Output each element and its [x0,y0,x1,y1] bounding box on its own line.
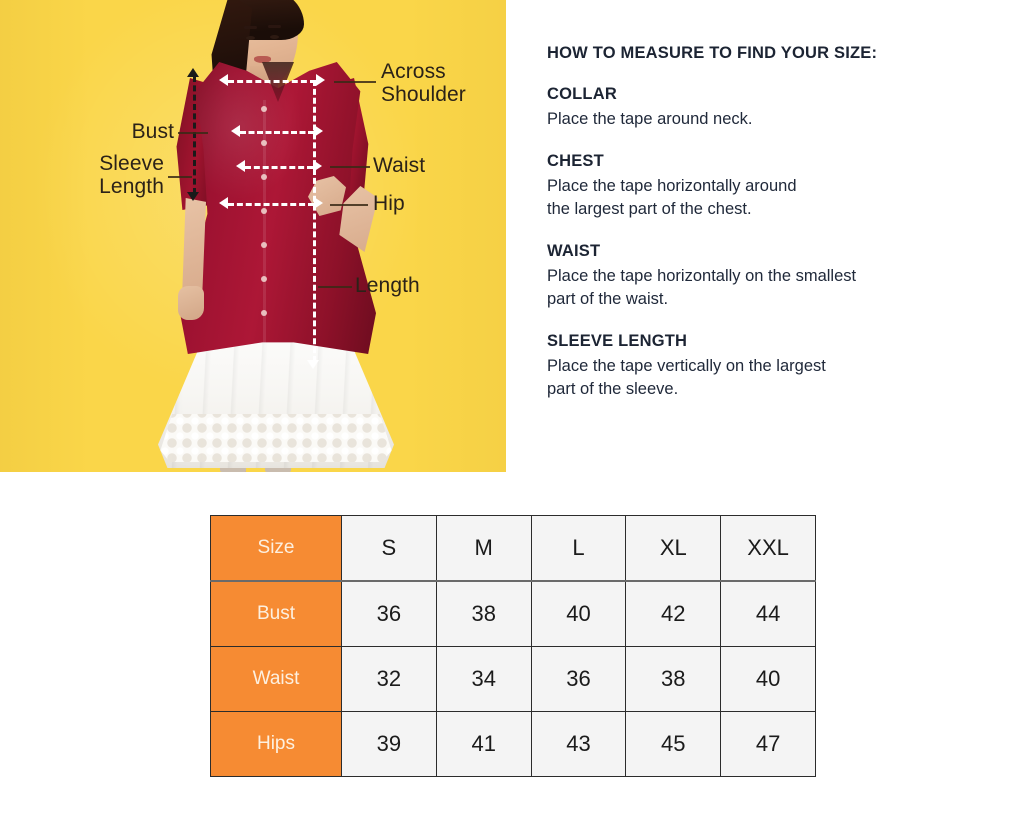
table-row: Bust 36 38 40 42 44 [210,580,816,647]
waist-guide-line [245,166,313,169]
table-header-l: L [530,515,627,582]
length-guide-line [313,80,316,362]
measurement-label-length: Length [355,274,420,297]
cell-bust-m: 38 [435,580,532,647]
table-header-xl: XL [625,515,722,582]
across-shoulder-arrow-left [219,74,228,86]
cell-hips-l: 43 [530,711,627,777]
measurement-label-waist: Waist [373,154,426,177]
button-dot [261,242,267,248]
across-shoulder-leader [334,81,376,83]
waist-arrow-right [313,160,322,172]
howto-block-collar: COLLAR Place the tape around neck. [547,85,997,131]
table-header-row: Size S M L XL XXL [210,515,816,582]
howto-block-waist: WAIST Place the tape horizontally on the… [547,242,997,311]
cell-waist-xxl: 40 [720,646,816,712]
row-label-bust: Bust [210,580,342,647]
sleeve-length-arrow-up [187,68,199,77]
cell-waist-l: 36 [530,646,627,712]
cell-bust-xxl: 44 [720,580,816,647]
cell-bust-l: 40 [530,580,627,647]
model-figure [150,0,400,472]
sleeve-length-arrow-down [187,192,199,201]
waist-leader [330,166,370,168]
table-header-xxl: XXL [720,515,816,582]
bust-arrow-left [231,125,240,137]
button-dot [261,174,267,180]
howto-desc-collar: Place the tape around neck. [547,110,753,128]
howto-block-chest: CHEST Place the tape horizontally around… [547,152,997,221]
howto-desc-chest: Place the tape horizontally around the l… [547,177,797,218]
button-dot [261,208,267,214]
howto-term-collar: COLLAR [547,85,617,103]
row-label-waist: Waist [210,646,342,712]
table-header-m: M [435,515,532,582]
cell-hips-m: 41 [435,711,532,777]
table-row: Hips 39 41 43 45 47 [210,711,816,777]
cell-hips-xxl: 47 [720,711,816,777]
eye-left [246,36,255,40]
button-dot [261,310,267,316]
table-header-s: S [341,515,437,582]
table-row: Waist 32 34 36 38 40 [210,646,816,712]
length-leader [318,286,352,288]
table-header-size: Size [210,515,342,582]
cell-waist-xl: 38 [625,646,722,712]
bust-leader [178,132,208,134]
row-label-hips: Hips [210,711,342,777]
button-placket [263,100,266,352]
eyebrow-left [244,26,257,29]
cell-bust-s: 36 [341,580,437,647]
button-dot [261,276,267,282]
arm-left [182,198,206,296]
hip-guide-line [228,203,314,206]
howto-desc-sleeve-length: Place the tape vertically on the largest… [547,357,826,398]
across-shoulder-arrow-right [316,74,325,86]
size-chart-table: Size S M L XL XXL Bust 36 38 40 42 44 Wa… [210,515,816,777]
hip-arrow-left [219,197,228,209]
measurement-label-hip: Hip [373,192,405,215]
measurement-label-sleeve-length: Sleeve Length [99,152,164,198]
top-section: Across Shoulder Bust Sleeve Length Waist… [0,0,1024,472]
bust-guide-line [240,131,314,134]
howto-term-waist: WAIST [547,242,601,260]
howto-block-sleeve-length: SLEEVE LENGTH Place the tape vertically … [547,332,997,401]
mouth [254,56,271,63]
bust-arrow-right [314,125,323,137]
hip-arrow-right [314,197,323,209]
eye-right [270,35,279,39]
measurement-figure-panel: Across Shoulder Bust Sleeve Length Waist… [0,0,506,472]
cell-waist-s: 32 [341,646,437,712]
howto-desc-waist: Place the tape horizontally on the small… [547,267,857,308]
hip-leader [330,204,368,206]
size-chart-container: Size S M L XL XXL Bust 36 38 40 42 44 Wa… [210,515,816,777]
length-arrow-down [307,360,319,369]
measurement-label-across-shoulder: Across Shoulder [381,60,466,106]
how-to-measure-title: HOW TO MEASURE TO FIND YOUR SIZE: [547,44,878,62]
cell-waist-m: 34 [435,646,532,712]
measurement-label-bust: Bust [131,120,174,143]
eyebrow-right [268,25,281,28]
button-dot [261,106,267,112]
waist-arrow-left [236,160,245,172]
sleeve-length-guide-line [193,76,196,194]
button-dot [261,140,267,146]
cell-bust-xl: 42 [625,580,722,647]
hand-left [178,286,204,320]
v-neckline [180,62,376,116]
howto-term-chest: CHEST [547,152,604,170]
sleeve-length-leader [168,176,192,178]
howto-term-sleeve-length: SLEEVE LENGTH [547,332,688,350]
cell-hips-xl: 45 [625,711,722,777]
how-to-measure-panel: HOW TO MEASURE TO FIND YOUR SIZE: COLLAR… [547,44,997,422]
lace-trim [160,414,392,462]
cell-hips-s: 39 [341,711,437,777]
across-shoulder-guide-line [228,80,316,83]
